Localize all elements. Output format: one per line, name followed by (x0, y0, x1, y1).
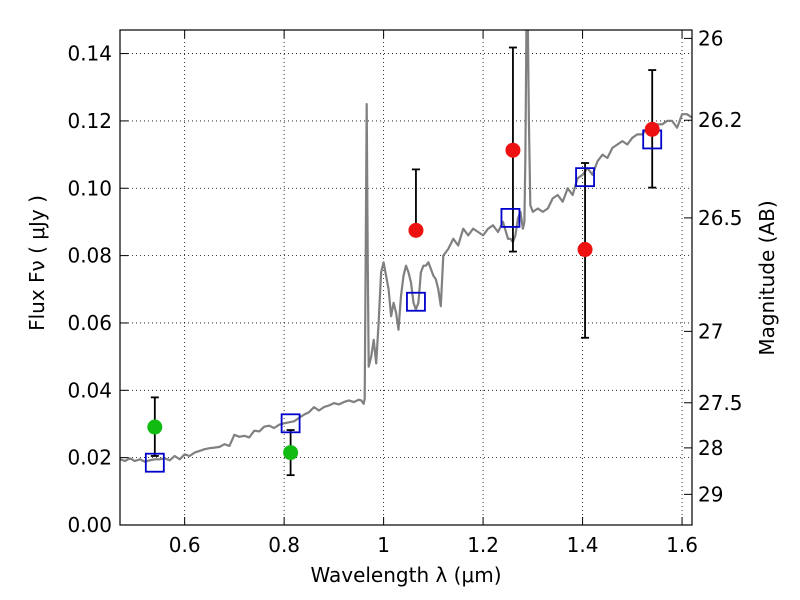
x-tick-label: 1.2 (467, 533, 499, 557)
grid (120, 30, 692, 526)
observed-points (147, 121, 660, 461)
detection-circle-marker (577, 242, 593, 258)
y2-tick-label: 26.5 (698, 206, 743, 230)
spectrum-line (120, 30, 692, 463)
model-square-marker (280, 413, 301, 434)
y-tick-label: 0.02 (67, 446, 112, 470)
plot-frame (119, 29, 693, 526)
y2-tick-label: 29 (698, 482, 723, 506)
detection-circle-marker (408, 222, 424, 238)
detection-circle-marker (505, 142, 521, 158)
y2-tick-label: 26 (698, 26, 723, 50)
y-tick-label: 0.00 (67, 513, 112, 537)
x-tick-label: 0.8 (268, 533, 300, 557)
y-tick-label: 0.08 (67, 244, 112, 268)
model-square-marker (500, 207, 521, 228)
y-tick-label: 0.12 (67, 109, 112, 133)
y-tick-label: 0.14 (67, 42, 112, 66)
y2-tick-label: 27.5 (698, 391, 743, 415)
y2-tick-label: 27 (698, 319, 723, 343)
y-tick-label: 0.06 (67, 311, 112, 335)
y-tick-label: 0.10 (67, 176, 112, 200)
x-tick-label: 1.4 (567, 533, 599, 557)
y2-tick-label: 26.2 (698, 108, 743, 132)
y2-tick-label: 28 (698, 436, 723, 460)
y-tick-label: 0.04 (67, 378, 112, 402)
model-square-marker (144, 452, 165, 473)
model-points (144, 129, 663, 473)
y2-axis-label: Magnitude (AB) (755, 200, 779, 355)
x-tick-label: 0.6 (169, 533, 201, 557)
weak-circle-marker (283, 445, 299, 461)
weak-circle-marker (147, 419, 163, 435)
x-axis-label: Wavelength λ (μm) (310, 563, 501, 587)
model-square-marker (575, 167, 595, 188)
y-axis-label: Flux Fν ( μJy ) (25, 195, 49, 331)
x-tick-label: 1 (377, 533, 390, 557)
error-bars (150, 46, 657, 477)
detection-circle-marker (644, 121, 660, 137)
axis-ticks: 0.6 0.8 1 1.2 1.4 1.6 0.00 0.02 0.04 0.06 0.08 0.10… (67, 26, 742, 557)
model-square-marker (406, 291, 426, 312)
x-tick-label: 1.6 (666, 533, 698, 557)
spectrum-layer (120, 30, 692, 463)
